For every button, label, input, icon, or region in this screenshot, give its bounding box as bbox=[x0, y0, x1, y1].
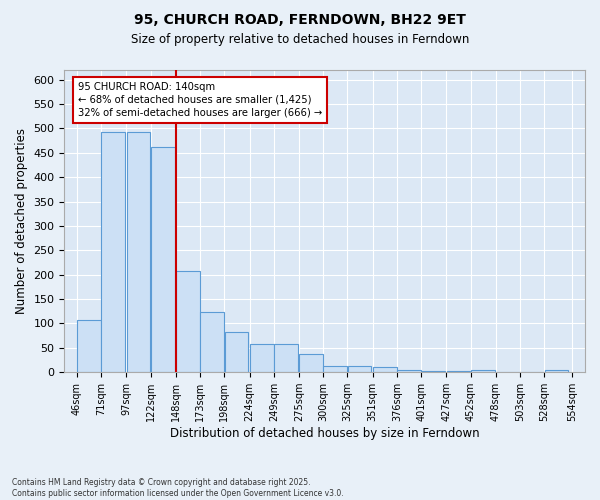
Bar bbox=[545, 370, 568, 372]
Bar bbox=[200, 312, 224, 372]
Text: 95 CHURCH ROAD: 140sqm
← 68% of detached houses are smaller (1,425)
32% of semi-: 95 CHURCH ROAD: 140sqm ← 68% of detached… bbox=[78, 82, 322, 118]
Bar bbox=[127, 132, 151, 372]
Bar bbox=[250, 344, 274, 372]
Bar bbox=[446, 371, 470, 372]
Bar bbox=[348, 366, 371, 372]
Text: Size of property relative to detached houses in Ferndown: Size of property relative to detached ho… bbox=[131, 32, 469, 46]
Bar bbox=[101, 132, 125, 372]
Bar bbox=[299, 354, 323, 372]
Bar bbox=[471, 370, 494, 372]
Text: 95, CHURCH ROAD, FERNDOWN, BH22 9ET: 95, CHURCH ROAD, FERNDOWN, BH22 9ET bbox=[134, 12, 466, 26]
Bar bbox=[176, 272, 200, 372]
X-axis label: Distribution of detached houses by size in Ferndown: Distribution of detached houses by size … bbox=[170, 427, 479, 440]
Bar bbox=[323, 366, 347, 372]
Bar bbox=[274, 344, 298, 372]
Bar bbox=[151, 146, 175, 372]
Bar bbox=[373, 368, 397, 372]
Bar bbox=[224, 332, 248, 372]
Bar bbox=[397, 370, 421, 372]
Bar bbox=[421, 371, 445, 372]
Y-axis label: Number of detached properties: Number of detached properties bbox=[15, 128, 28, 314]
Bar bbox=[77, 320, 101, 372]
Text: Contains HM Land Registry data © Crown copyright and database right 2025.
Contai: Contains HM Land Registry data © Crown c… bbox=[12, 478, 344, 498]
